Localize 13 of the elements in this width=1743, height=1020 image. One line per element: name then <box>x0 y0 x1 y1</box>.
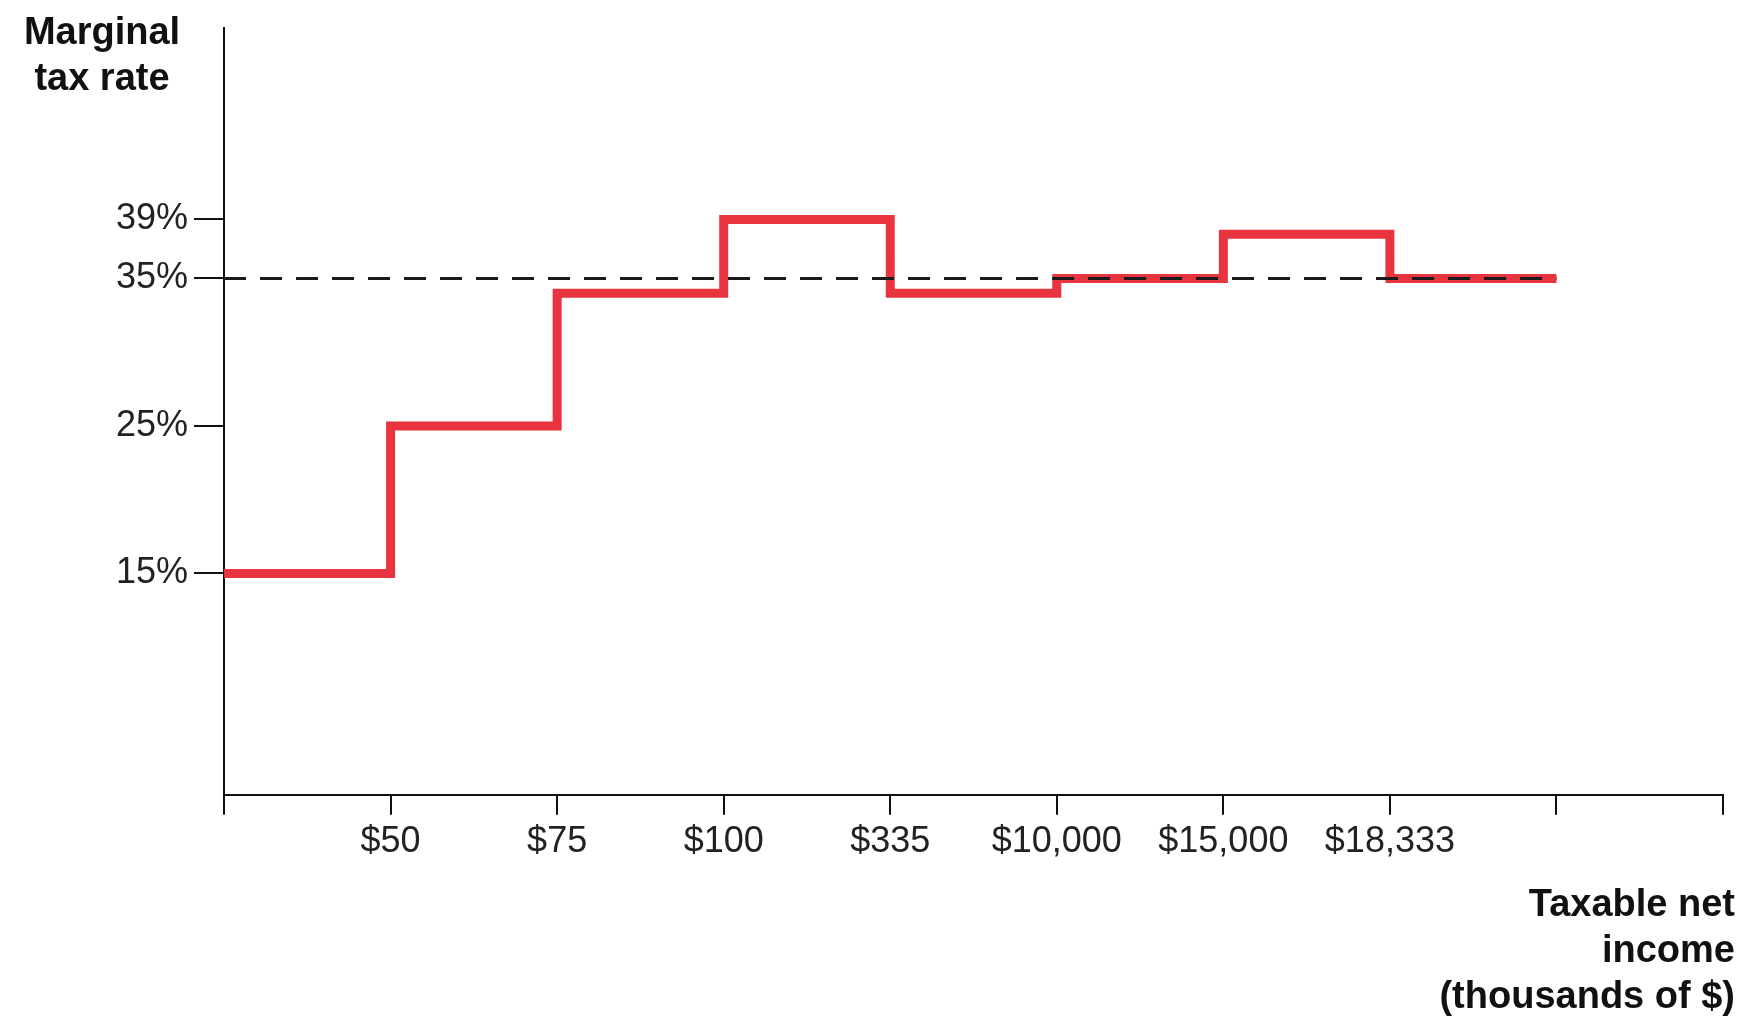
y-axis-title: Marginal tax rate <box>22 9 182 100</box>
y-tick-label: 15% <box>115 550 189 592</box>
y-tick-label: 35% <box>115 255 189 297</box>
x-axis-title: Taxable net income (thousands of $) <box>1438 881 1735 1018</box>
x-tick-label: $75 <box>527 819 588 861</box>
y-tick-label: 25% <box>115 402 189 444</box>
y-tick-label: 39% <box>115 196 189 238</box>
x-tick-label: $18,333 <box>1324 819 1455 861</box>
x-tick-label: $15,000 <box>1158 819 1289 861</box>
x-tick-label: $10,000 <box>991 819 1122 861</box>
x-tick-label: $100 <box>683 819 764 861</box>
x-tick-label: $50 <box>360 819 421 861</box>
x-tick-label: $335 <box>850 819 931 861</box>
